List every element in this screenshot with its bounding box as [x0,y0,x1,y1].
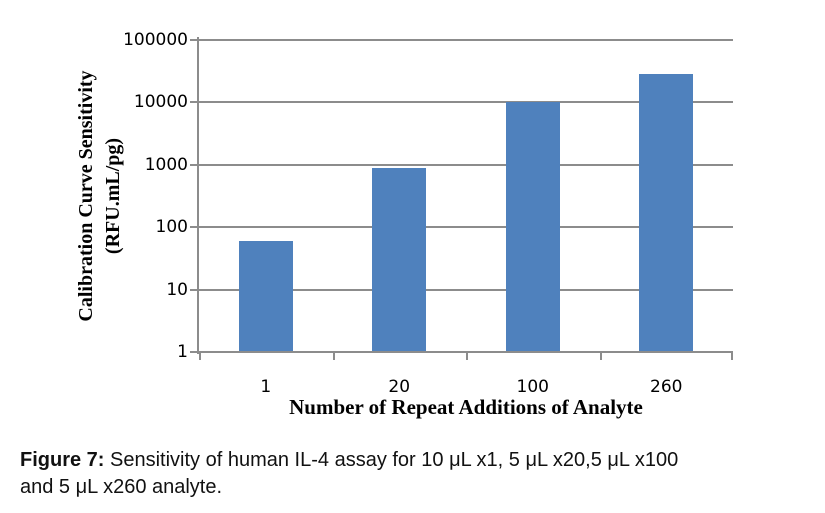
y-tick-10000 [190,101,199,104]
y-tick-100 [190,226,199,229]
x-category-label-1: 1 [260,377,272,397]
gridline-100000 [199,39,733,41]
figure-caption-line2: and 5 μL x260 analyte. [20,476,223,498]
x-tick-4 [731,352,733,360]
x-axis-line [190,351,733,353]
y-axis-line [197,37,199,354]
gridline-100 [199,226,733,229]
y-tick-100000 [190,39,199,41]
bar-20 [372,167,427,352]
x-category-label-100: 100 [516,377,549,397]
x-category-label-20: 20 [388,377,411,397]
y-axis-title: Calibration Curve Sensitivity (RFU.mL/pg… [73,16,127,376]
y-axis-title-line1: Calibration Curve Sensitivity [75,70,97,322]
y-tick-label-100: 100 [155,217,188,238]
gridline-10 [199,288,733,291]
figure-caption: Figure 7: Sensitivity of human IL-4 assa… [20,447,800,501]
bar-260 [639,74,694,352]
y-tick-label-10000: 10000 [133,92,188,113]
figure-caption-line1: Sensitivity of human IL-4 assay for 10 μ… [110,449,679,471]
gridline-10000 [199,101,733,104]
x-tick-2 [466,352,468,360]
bar-100 [505,102,560,352]
y-tick-1000 [190,163,199,166]
x-category-label-260: 260 [650,377,683,397]
x-axis-title: Number of Repeat Additions of Analyte [289,395,643,419]
x-tick-1 [332,352,335,360]
y-tick-label-100000: 100000 [123,30,188,50]
y-tick-label-1: 1 [177,342,188,362]
y-tick-label-1000: 1000 [144,154,188,175]
gridline-1000 [199,163,733,166]
y-tick-label-10: 10 [166,279,188,300]
y-tick-10 [190,288,199,291]
bar-1 [238,241,293,352]
x-tick-3 [599,352,602,360]
figure-caption-label: Figure 7: [20,449,105,471]
x-tick-0 [199,352,201,360]
y-axis-title-line2: (RFU.mL/pg) [102,137,124,255]
